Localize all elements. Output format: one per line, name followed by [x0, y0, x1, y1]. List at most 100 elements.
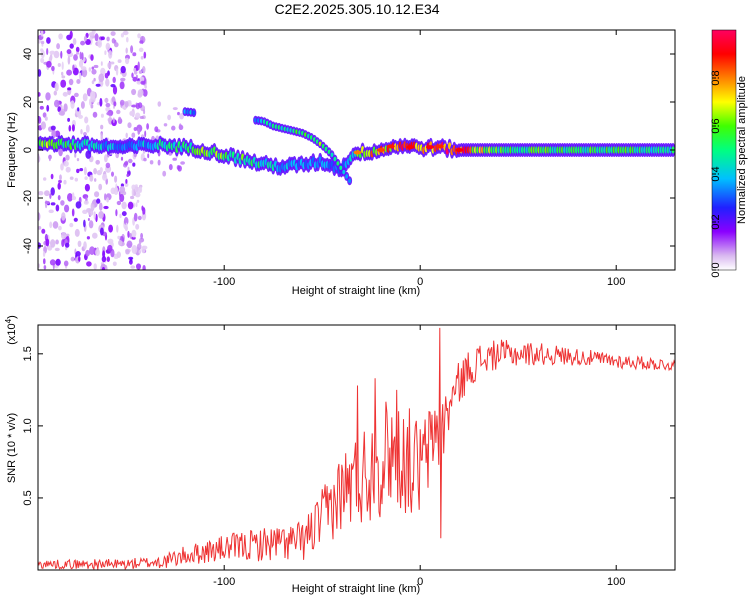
noise-blob	[43, 258, 46, 265]
noise-blob	[135, 202, 138, 208]
noise-blob	[110, 61, 115, 65]
noise-blob	[121, 201, 127, 210]
noise-blob	[89, 246, 95, 256]
noise-blob	[136, 263, 141, 270]
y-tick-label: 0	[22, 147, 34, 153]
y-tick-label: 40	[22, 48, 34, 60]
noise-blob	[83, 132, 87, 136]
noise-blob	[106, 36, 110, 42]
noise-blob	[86, 236, 90, 240]
noise-blob	[130, 265, 136, 269]
noise-blob	[88, 32, 95, 37]
noise-blob	[65, 154, 70, 161]
noise-blob	[86, 208, 92, 213]
noise-blob	[105, 162, 111, 169]
noise-blob	[55, 239, 59, 245]
noise-blob	[48, 209, 54, 214]
noise-blob	[84, 176, 88, 181]
noise-blob	[91, 66, 95, 70]
snr-frame	[37, 324, 676, 571]
noise-blob	[92, 111, 98, 118]
noise-blob	[102, 250, 106, 258]
noise-blob	[43, 177, 47, 181]
ridge-peak	[377, 148, 385, 152]
noise-blob	[38, 263, 41, 269]
snr-y-scale-suffix: )	[6, 315, 18, 319]
noise-blob	[71, 124, 75, 132]
noise-blob	[49, 221, 53, 229]
noise-blob	[151, 135, 155, 142]
noise-blob	[38, 69, 42, 77]
noise-blob	[132, 52, 137, 57]
noise-blob	[143, 109, 146, 115]
noise-blob	[63, 179, 67, 185]
noise-blob	[167, 114, 172, 121]
noise-blob	[124, 161, 129, 166]
noise-blob	[82, 93, 88, 102]
noise-blob	[78, 60, 84, 68]
noise-blob	[172, 107, 178, 111]
noise-blob	[74, 228, 80, 237]
noise-blob	[58, 33, 63, 40]
noise-blob	[72, 38, 77, 45]
noise-blob	[119, 213, 122, 219]
noise-blob	[86, 261, 92, 267]
noise-blob	[110, 187, 116, 195]
noise-blob	[60, 163, 64, 171]
noise-blob	[63, 103, 68, 112]
noise-blob	[57, 182, 61, 190]
noise-blob	[123, 217, 129, 226]
noise-blob	[57, 63, 61, 67]
noise-blob	[140, 56, 144, 60]
noise-blob	[128, 158, 133, 164]
noise-blob	[126, 173, 130, 177]
snr-marks	[38, 327, 675, 570]
noise-blob	[80, 129, 83, 135]
noise-blob	[93, 263, 97, 270]
noise-blob	[88, 220, 94, 229]
noise-blob	[125, 57, 130, 65]
noise-blob	[69, 222, 74, 228]
noise-blob	[88, 67, 92, 72]
noise-blob	[50, 173, 54, 180]
noise-blob	[144, 130, 147, 138]
snr-y-scale-prefix: (x10	[6, 323, 18, 344]
noise-blob	[100, 67, 106, 76]
noise-blob	[46, 104, 50, 112]
noise-blob	[46, 60, 52, 68]
noise-blob	[83, 219, 86, 228]
colorbar-tick-label: 0.6	[710, 118, 722, 133]
noise-blob	[55, 258, 61, 266]
noise-blob	[140, 80, 146, 85]
noise-blob	[79, 168, 84, 172]
noise-blob	[65, 233, 70, 237]
noise-blob	[122, 30, 129, 36]
noise-blob	[54, 247, 60, 252]
figure-title: C2E2.2025.305.10.12.E34	[274, 1, 439, 17]
noise-blob	[39, 105, 44, 110]
ridge-peak	[353, 150, 362, 155]
noise-blob	[60, 79, 67, 88]
noise-blob	[38, 226, 42, 230]
noise-blob	[104, 154, 108, 163]
y-tick-label: 0.5	[22, 490, 34, 505]
noise-blob	[141, 245, 146, 254]
noise-blob	[40, 48, 44, 52]
noise-blob	[124, 182, 129, 187]
noise-blob	[67, 87, 72, 91]
x-tick-label: 100	[607, 576, 625, 588]
noise-blob	[131, 88, 137, 96]
colorbar-ticks: 0.0 0.2 0.4 0.6 0.8	[710, 70, 722, 277]
noise-blob	[49, 50, 56, 55]
branch-core	[345, 174, 349, 179]
noise-blob	[89, 174, 94, 182]
noise-blob	[90, 54, 94, 61]
noise-blob	[127, 201, 134, 210]
noise-blob	[138, 238, 142, 245]
noise-blob	[106, 256, 111, 263]
noise-blob	[110, 84, 116, 88]
noise-blob	[71, 208, 75, 217]
noise-blob	[100, 61, 103, 66]
colorbar-tick-label: 0.4	[710, 166, 722, 181]
